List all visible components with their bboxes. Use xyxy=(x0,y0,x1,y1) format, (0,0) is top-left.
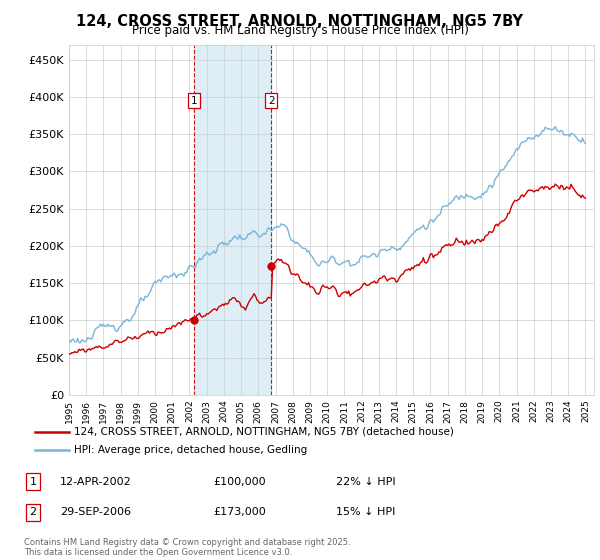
Text: Price paid vs. HM Land Registry's House Price Index (HPI): Price paid vs. HM Land Registry's House … xyxy=(131,24,469,36)
Text: 2: 2 xyxy=(29,507,37,517)
Text: HPI: Average price, detached house, Gedling: HPI: Average price, detached house, Gedl… xyxy=(74,445,307,455)
Text: 15% ↓ HPI: 15% ↓ HPI xyxy=(336,507,395,517)
Text: 2: 2 xyxy=(268,96,275,106)
Text: £173,000: £173,000 xyxy=(213,507,266,517)
Text: 12-APR-2002: 12-APR-2002 xyxy=(60,477,132,487)
Text: 1: 1 xyxy=(191,96,197,106)
Text: 124, CROSS STREET, ARNOLD, NOTTINGHAM, NG5 7BY (detached house): 124, CROSS STREET, ARNOLD, NOTTINGHAM, N… xyxy=(74,427,454,437)
Text: £100,000: £100,000 xyxy=(213,477,266,487)
Text: 22% ↓ HPI: 22% ↓ HPI xyxy=(336,477,395,487)
Text: 124, CROSS STREET, ARNOLD, NOTTINGHAM, NG5 7BY: 124, CROSS STREET, ARNOLD, NOTTINGHAM, N… xyxy=(77,14,523,29)
Text: Contains HM Land Registry data © Crown copyright and database right 2025.
This d: Contains HM Land Registry data © Crown c… xyxy=(24,538,350,557)
Text: 29-SEP-2006: 29-SEP-2006 xyxy=(60,507,131,517)
Bar xyxy=(194,45,271,395)
Text: 1: 1 xyxy=(29,477,37,487)
